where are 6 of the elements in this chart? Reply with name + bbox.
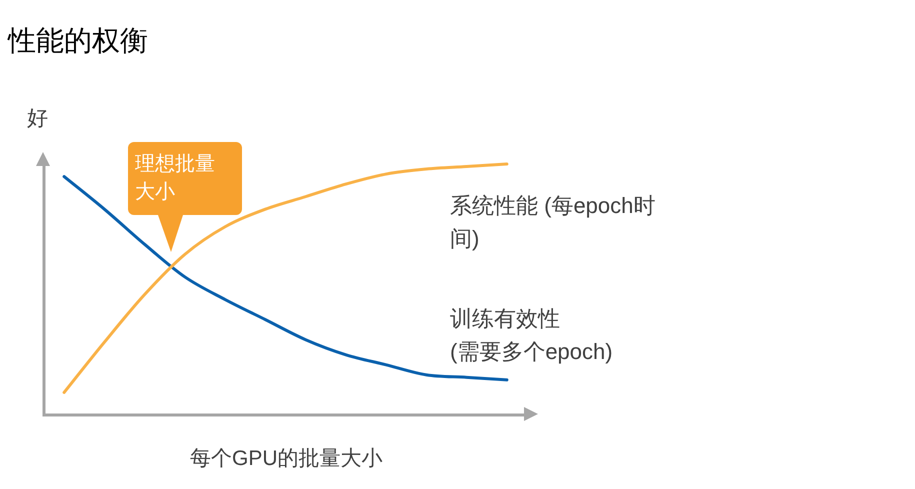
x-axis-title: 每个GPU的批量大小 (190, 446, 383, 472)
series-label: 系统性能 (每epoch时间) (450, 192, 656, 253)
chart-title: 性能的权衡 (8, 24, 148, 58)
series-label: 训练有效性 (需要多个epoch) (450, 305, 614, 366)
annotation: 理想批量大小 (135, 152, 216, 205)
y-axis-title: 好 (27, 106, 48, 132)
